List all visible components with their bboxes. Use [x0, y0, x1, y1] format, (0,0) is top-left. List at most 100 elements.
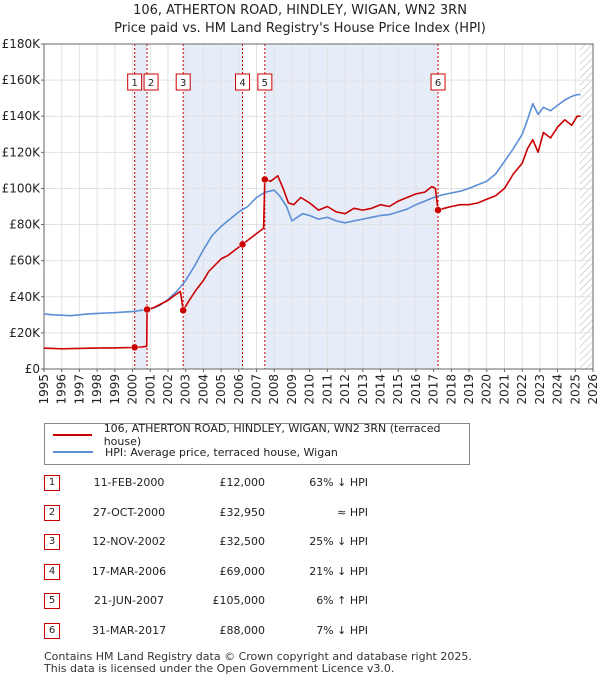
- table-row: 2 27-OCT-2000 £32,950 ≈ HPI: [44, 501, 444, 531]
- shaded-period: [183, 44, 243, 369]
- sale-number-box: [257, 73, 273, 91]
- sale-date: 17-MAR-2006: [91, 564, 167, 578]
- sale-number-badge: 4: [44, 563, 60, 580]
- y-tick-label: £100K: [2, 181, 42, 195]
- x-tick-label: 2018: [444, 374, 458, 405]
- y-tick-label: £160K: [2, 73, 42, 87]
- sale-number-badge: 2: [44, 504, 60, 521]
- sale-point: [179, 306, 187, 315]
- x-tick-label: 1999: [108, 374, 122, 405]
- sale-date: 12-NOV-2002: [92, 535, 166, 548]
- table-row: 5 21-JUN-2007 £105,000 6% ↑ HPI: [44, 589, 444, 619]
- sales-table: 1 11-FEB-2000 £12,000 63% ↓ HPI 2 27-OCT…: [44, 471, 444, 648]
- x-tick-label: 2008: [267, 374, 281, 405]
- table-row: 4 17-MAR-2006 £69,000 21% ↓ HPI: [44, 560, 444, 590]
- x-tick-label: 2006: [232, 374, 246, 405]
- x-tick-label: 2023: [533, 374, 547, 405]
- sale-number-box: [143, 73, 159, 91]
- sale-price: £105,000: [212, 594, 266, 607]
- sale-price: £32,500: [219, 535, 266, 548]
- sale-number-badge: 3: [44, 534, 60, 550]
- hpi-line: [43, 93, 581, 317]
- sale-date: 21-JUN-2007: [93, 594, 165, 607]
- y-tick-label: £80K: [9, 218, 41, 232]
- x-tick-label: 2003: [179, 374, 193, 405]
- sale-hpi-comparison: 63% ↓ HPI: [309, 476, 368, 489]
- y-tick-label: £20K: [9, 326, 41, 340]
- x-tick-label: 2010: [303, 374, 317, 405]
- plot-frame: [43, 43, 594, 370]
- x-tick-label: 2002: [161, 374, 175, 405]
- sale-hpi-comparison: 7% ↓ HPI: [316, 623, 368, 637]
- x-tick-label: 2025: [568, 374, 582, 405]
- price-chart: 1 2 3 4 5 6 £0 £20K £40K £60K £80K £100K £120K £140K £…: [2, 37, 600, 405]
- x-tick-label: 2000: [126, 374, 140, 405]
- legend: 106, ATHERTON ROAD, HINDLEY, WIGAN, WN2 …: [44, 422, 470, 465]
- x-tick-label: 1995: [37, 374, 51, 405]
- y-tick-label: £40K: [9, 290, 41, 304]
- footer-line: Contains HM Land Registry data © Crown c…: [44, 650, 472, 663]
- sale-number-badge: 5: [44, 593, 60, 609]
- forecast-hatched-area: [579, 44, 593, 369]
- x-tick-label: 2021: [497, 374, 511, 405]
- x-tick-label: 2015: [391, 374, 405, 405]
- sale-number-box: [235, 73, 251, 91]
- sale-price: £88,000: [219, 623, 266, 637]
- shaded-period: [134, 44, 148, 369]
- table-row: 3 12-NOV-2002 £32,500 25% ↓ HPI: [44, 530, 444, 560]
- x-tick-label: 2024: [551, 374, 565, 405]
- sale-number-label: 6: [435, 78, 441, 89]
- x-tick-label: 2004: [196, 374, 210, 405]
- sale-price: £32,950: [219, 505, 266, 519]
- x-tick-label: 1996: [55, 374, 69, 405]
- legend-label-hpi: HPI: Average price, terraced house, Wiga…: [105, 445, 338, 459]
- property-price-line: [43, 115, 581, 350]
- sale-date: 31-MAR-2017: [91, 623, 167, 637]
- y-tick-label: £120K: [2, 145, 42, 159]
- shaded-period: [264, 44, 439, 369]
- legend-item-property: 106, ATHERTON ROAD, HINDLEY, WIGAN, WN2 …: [53, 422, 469, 448]
- x-tick-label: 2012: [338, 374, 352, 405]
- sale-number-box: [127, 73, 143, 91]
- sale-point: [143, 305, 151, 314]
- sale-number-label: 5: [262, 78, 268, 89]
- sale-price: £69,000: [219, 564, 266, 578]
- y-tick-label: £140K: [2, 109, 42, 123]
- x-tick-label: 1997: [72, 374, 86, 405]
- sale-hpi-comparison: 6% ↑ HPI: [316, 594, 368, 607]
- sale-hpi-comparison: ≈ HPI: [337, 505, 368, 519]
- chart-subtitle: Price paid vs. HM Land Registry's House …: [114, 21, 486, 36]
- footer-line: This data is licensed under the Open Gov…: [44, 662, 395, 675]
- legend-swatch-hpi: [53, 451, 93, 453]
- x-tick-label: 2019: [462, 374, 476, 405]
- x-tick-label: 2005: [214, 374, 228, 405]
- sale-number-box: [175, 73, 191, 91]
- x-tick-label: 2014: [373, 374, 387, 405]
- legend-label-property: 106, ATHERTON ROAD, HINDLEY, WIGAN, WN2 …: [103, 422, 441, 448]
- sale-date: 27-OCT-2000: [92, 505, 166, 519]
- sale-number-label: 1: [131, 78, 137, 89]
- sale-hpi-comparison: 21% ↓ HPI: [309, 564, 368, 578]
- sale-point: [238, 240, 247, 249]
- sale-number-badge: 1: [44, 475, 60, 491]
- x-tick-label: 2016: [409, 374, 423, 405]
- sale-price: £12,000: [219, 476, 266, 489]
- x-tick-label: 2001: [143, 374, 157, 405]
- sale-point: [261, 175, 269, 184]
- x-tick-label: 2013: [356, 374, 370, 405]
- sale-point: [130, 343, 139, 352]
- sale-point: [434, 206, 442, 214]
- x-tick-label: 1998: [90, 374, 104, 405]
- sale-hpi-comparison: 25% ↓ HPI: [309, 535, 368, 548]
- x-tick-label: 2026: [586, 374, 600, 405]
- y-tick-label: £0: [25, 362, 40, 376]
- x-tick-label: 2017: [427, 374, 441, 405]
- sale-number-box: [430, 73, 446, 91]
- x-tick-label: 2022: [515, 374, 529, 405]
- sale-number-label: 3: [180, 78, 186, 89]
- y-tick-label: £60K: [9, 254, 41, 268]
- footer-attribution: Contains HM Land Registry data © Crown c…: [44, 651, 472, 675]
- sale-date: 11-FEB-2000: [93, 476, 165, 489]
- sale-number-label: 2: [148, 78, 154, 89]
- legend-swatch-property: [53, 434, 92, 436]
